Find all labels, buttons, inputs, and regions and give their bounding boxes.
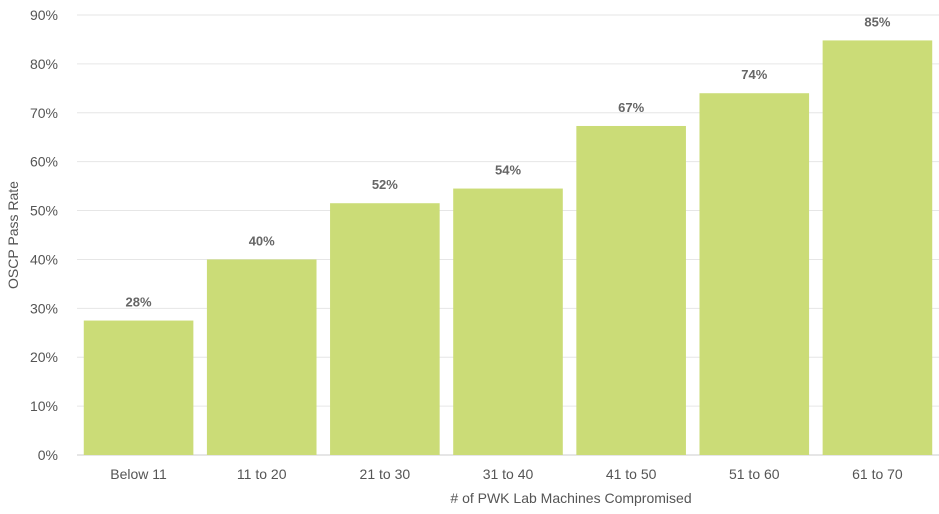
y-tick-label: 40%	[30, 251, 58, 267]
bar-value-label: 40%	[249, 233, 275, 248]
bar-value-label: 28%	[126, 295, 152, 310]
bar-value-label: 54%	[495, 163, 521, 178]
y-tick-label: 60%	[30, 154, 58, 170]
bar	[83, 320, 194, 455]
x-axis-label: # of PWK Lab Machines Compromised	[450, 490, 691, 506]
bar	[699, 93, 810, 455]
bars	[83, 40, 933, 456]
x-tick-label: 31 to 40	[483, 466, 534, 482]
bar-value-label: 52%	[372, 177, 398, 192]
y-tick-label: 10%	[30, 398, 58, 414]
y-tick-label: 90%	[30, 7, 58, 23]
x-tick-label: 21 to 30	[360, 466, 411, 482]
y-tick-label: 50%	[30, 203, 58, 219]
x-tick-label: 61 to 70	[852, 466, 903, 482]
y-tick-label: 70%	[30, 105, 58, 121]
bar-value-label: 74%	[741, 67, 767, 82]
x-tick-label: Below 11	[110, 466, 167, 482]
bar	[822, 40, 933, 456]
bar	[576, 125, 686, 455]
bar-value-label: 85%	[864, 14, 890, 29]
bar-value-label: 67%	[618, 100, 644, 115]
y-tick-label: 80%	[30, 56, 58, 72]
y-tick-label: 0%	[38, 447, 58, 463]
x-axis-ticks: Below 11 11 to 20 21 to 30 31 to 40 41 to 50…	[110, 466, 903, 482]
y-tick-label: 20%	[30, 349, 58, 365]
data-labels: 28% 40% 52% 54% 67% 74% 85%	[126, 14, 891, 309]
x-tick-label: 41 to 50	[606, 466, 657, 482]
x-tick-label: 11 to 20	[237, 466, 287, 482]
x-tick-label: 51 to 60	[729, 466, 780, 482]
bar	[206, 259, 317, 455]
y-tick-label: 30%	[30, 300, 58, 316]
bar	[330, 203, 440, 455]
bar	[453, 188, 563, 456]
y-axis-ticks: 0% 10% 20% 30% 40% 50% 60% 70% 80% 90%	[30, 7, 58, 463]
y-axis-label: OSCP Pass Rate	[5, 181, 21, 289]
